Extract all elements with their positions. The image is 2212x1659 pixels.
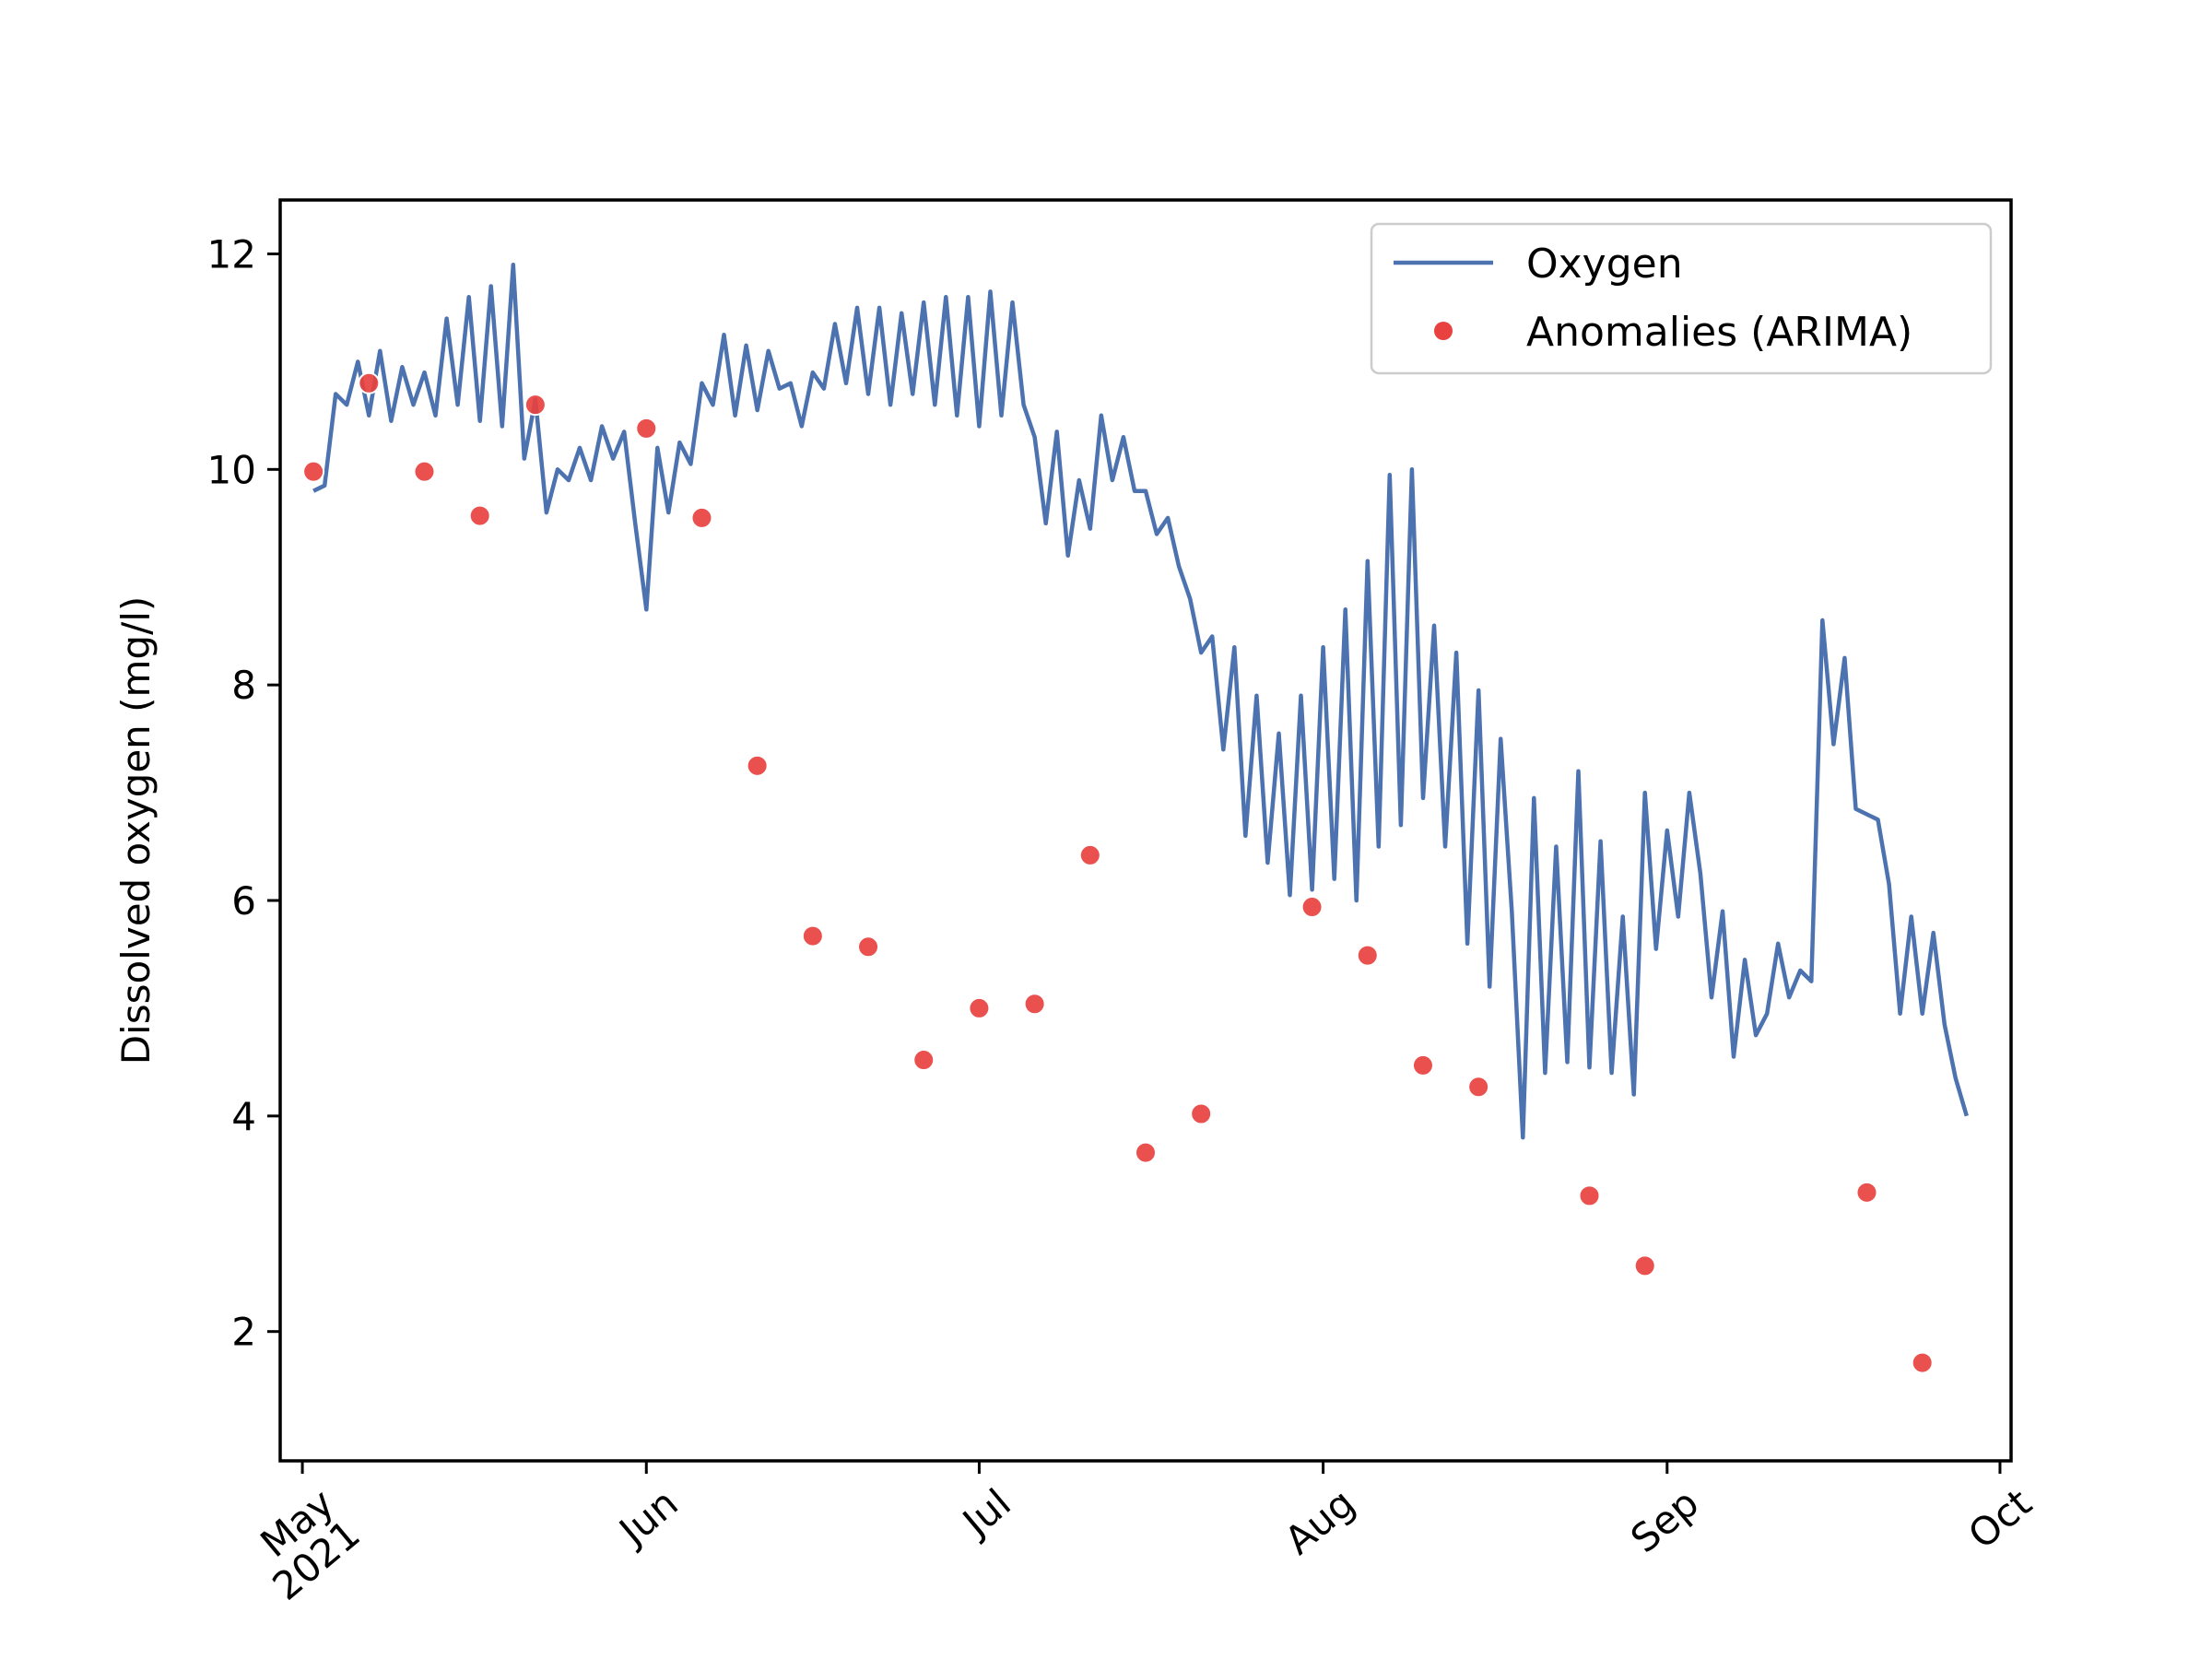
anomaly-point bbox=[912, 1049, 935, 1072]
anomaly-point bbox=[1911, 1351, 1934, 1374]
anomaly-point bbox=[1578, 1184, 1601, 1207]
anomaly-point bbox=[468, 504, 491, 527]
anomaly-point bbox=[358, 371, 381, 394]
anomaly-point bbox=[524, 394, 547, 417]
legend-box bbox=[1370, 222, 1993, 375]
anomaly-point bbox=[1633, 1254, 1656, 1277]
anomaly-point bbox=[1300, 896, 1324, 919]
y-tick-label: 2 bbox=[231, 1310, 256, 1355]
y-tick-label: 8 bbox=[231, 663, 256, 708]
anomaly-point bbox=[1135, 1141, 1157, 1164]
anomaly-point bbox=[801, 924, 824, 947]
anomaly-point bbox=[746, 754, 769, 777]
legend-oxygen-label: Oxygen bbox=[1526, 241, 1683, 288]
anomaly-point bbox=[968, 996, 991, 1019]
legend-anomaly-swatch bbox=[1434, 322, 1453, 340]
anomaly-point bbox=[1190, 1102, 1213, 1125]
anomaly-point bbox=[1411, 1053, 1434, 1077]
y-axis: 2 4 6 8 10 12 bbox=[207, 231, 280, 1355]
anomaly-point bbox=[635, 417, 658, 440]
anomaly-point bbox=[1855, 1181, 1878, 1204]
anomaly-point bbox=[857, 935, 880, 959]
y-tick-label: 4 bbox=[231, 1094, 256, 1139]
y-tick-label: 6 bbox=[231, 878, 256, 924]
y-tick-label: 10 bbox=[207, 447, 256, 492]
y-tick-label: 12 bbox=[207, 231, 256, 276]
legend-anomaly-label: Anomalies (ARIMA) bbox=[1526, 309, 1912, 356]
y-axis-label: Dissolved oxygen (mg/l) bbox=[113, 596, 159, 1065]
anomaly-point bbox=[1356, 944, 1379, 967]
legend: Oxygen Anomalies (ARIMA) bbox=[1370, 222, 1993, 375]
anomaly-point bbox=[1467, 1076, 1490, 1099]
plot-frame bbox=[278, 198, 2013, 1463]
anomaly-point bbox=[1078, 843, 1101, 866]
oxygen-line bbox=[312, 262, 1969, 1140]
anomaly-point bbox=[302, 460, 325, 483]
anomaly-point bbox=[1023, 993, 1046, 1016]
plot-content bbox=[302, 262, 1969, 1374]
anomaly-point bbox=[413, 460, 436, 483]
anomaly-point bbox=[690, 506, 713, 529]
